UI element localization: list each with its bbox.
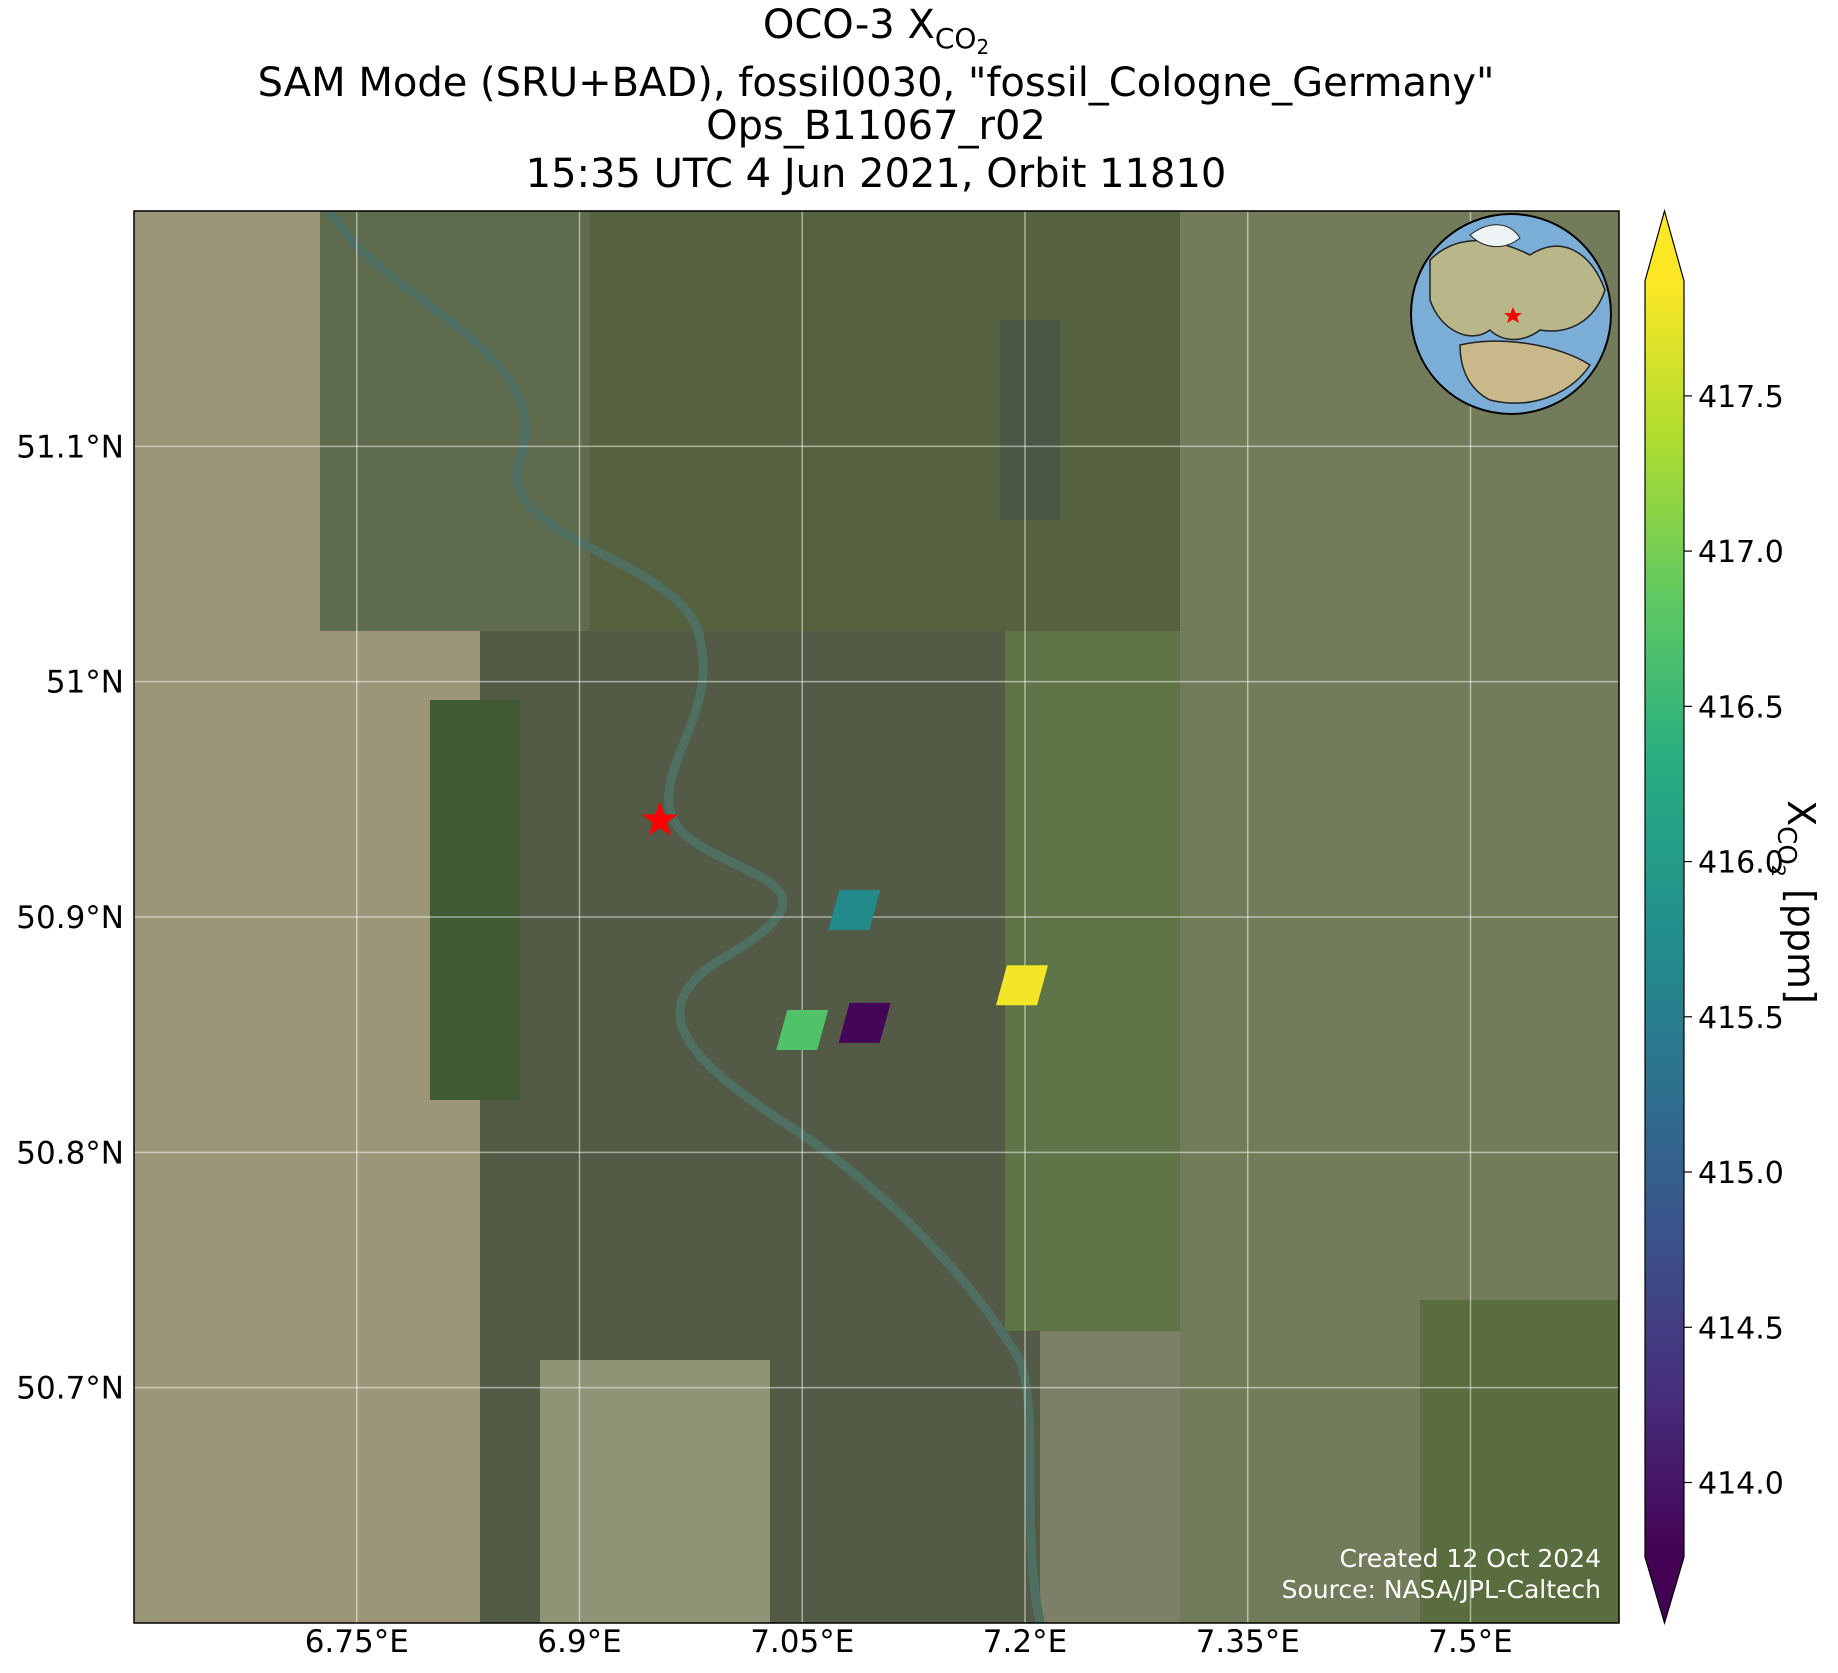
x-tick-label: 7.2°E — [983, 1624, 1067, 1660]
marks — [641, 801, 1049, 1050]
y-tick-label: 50.9°N — [16, 900, 124, 936]
colorbar-tick-label: 414.0 — [1698, 1466, 1784, 1501]
colorbar-subscript: CO — [1771, 826, 1801, 865]
colorbar-tick-label: 416.0 — [1698, 846, 1784, 881]
footer-created: Created 12 Oct 2024 — [1340, 1544, 1601, 1573]
footprint — [776, 1009, 829, 1050]
globe-inset — [1410, 213, 1612, 415]
y-tick-label: 51.1°N — [16, 429, 124, 465]
x-tick-label: 6.75°E — [305, 1624, 409, 1660]
target-star — [641, 801, 678, 836]
x-tick-label: 7.5°E — [1428, 1624, 1512, 1660]
y-tick-label: 50.7°N — [16, 1371, 124, 1407]
colorbar-tick-label: 415.0 — [1698, 1156, 1784, 1191]
colorbar-symbol: X — [1779, 800, 1823, 826]
colorbar-subsubscript: 2 — [1767, 865, 1789, 877]
colorbar-body — [1645, 281, 1684, 1557]
colorbar-tick-label: 415.5 — [1698, 1001, 1784, 1036]
map-frame — [133, 210, 1620, 1624]
title-text: OCO-3 X — [763, 2, 935, 48]
subtitle: 15:35 UTC 4 Jun 2021, Orbit 11810 — [526, 151, 1227, 197]
footer-source: Source: NASA/JPL-Caltech — [1282, 1575, 1601, 1604]
x-tick-label: 7.35°E — [1196, 1624, 1300, 1660]
grid — [134, 211, 1619, 1623]
colorbar-tick-label: 414.5 — [1698, 1311, 1784, 1346]
subtitle: Ops_B11067_r02 — [706, 103, 1046, 149]
footprint — [828, 889, 881, 930]
title-subsubscript: 2 — [976, 35, 989, 59]
colorbar-extend-max — [1645, 211, 1684, 281]
footprint — [996, 965, 1049, 1006]
title-subscript: CO — [935, 22, 977, 55]
colorbar-label: XCO2 [ppm] — [1767, 800, 1823, 1004]
footprint — [838, 1002, 891, 1043]
colorbar-outline — [1644, 208, 1685, 1626]
colorbar: 414.0 414.5 415.0 415.5 416.0 416.5 417.0 417.5 — [1644, 208, 1784, 1626]
colorbar-extend-min — [1645, 1557, 1684, 1623]
x-tick-label: 7.05°E — [750, 1624, 854, 1660]
colorbar-tick-label: 417.5 — [1698, 380, 1784, 415]
y-tick-label: 51°N — [46, 665, 124, 701]
colorbar-unit: [ppm] — [1779, 877, 1823, 1004]
colorbar-tick-label: 416.5 — [1698, 690, 1784, 725]
colorbar-tick-label: 417.0 — [1698, 535, 1784, 570]
subtitle: SAM Mode (SRU+BAD), fossil0030, "fossil_… — [258, 60, 1495, 106]
chart-title: OCO-3 XCO2 — [763, 2, 989, 59]
x-tick-label: 6.9°E — [537, 1624, 621, 1660]
y-tick-label: 50.8°N — [16, 1135, 124, 1171]
